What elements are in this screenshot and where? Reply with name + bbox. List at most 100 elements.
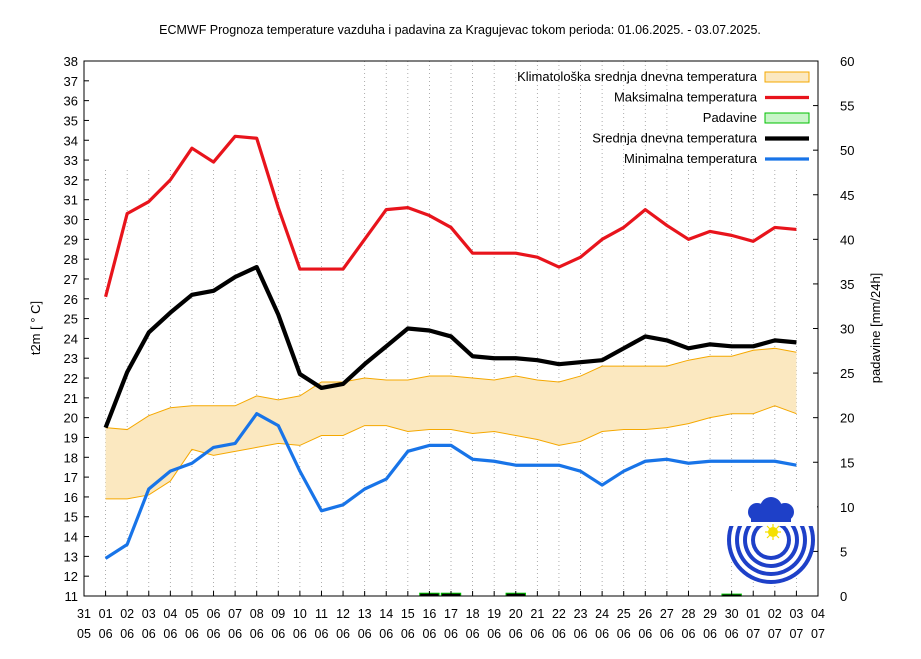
x-tick-day: 27 [660, 607, 674, 621]
y-tick-label: 25 [64, 312, 78, 327]
y-tick-label: 38 [64, 54, 78, 69]
x-tick-month: 06 [595, 627, 609, 641]
y-tick-label: 18 [64, 450, 78, 465]
mean-temp-line [103, 264, 797, 429]
x-tick-month: 06 [315, 627, 329, 641]
climatology-band-fill [105, 348, 797, 499]
x-tick-month: 05 [77, 627, 91, 641]
y-tick-label: 23 [64, 351, 78, 366]
x-tick-day: 18 [466, 607, 480, 621]
x-tick-day: 31 [77, 607, 91, 621]
x-tick-month: 06 [293, 627, 307, 641]
y2-axis-label: padavine [mm/24h] [868, 273, 883, 384]
y-tick-label: 29 [64, 232, 78, 247]
x-tick-day: 02 [768, 607, 782, 621]
x-tick-day: 25 [617, 607, 631, 621]
y-tick-label: 28 [64, 252, 78, 267]
y2-tick-label: 15 [840, 455, 854, 470]
y-tick-label: 17 [64, 470, 78, 485]
y-tick-label: 15 [64, 510, 78, 525]
y-tick-label: 30 [64, 213, 78, 228]
x-tick-month: 06 [509, 627, 523, 641]
y-tick-label: 14 [64, 530, 78, 545]
y-tick-label: 33 [64, 153, 78, 168]
y2-tick-label: 60 [840, 54, 854, 69]
y2-tick-label: 55 [840, 99, 854, 114]
x-tick-day: 30 [725, 607, 739, 621]
x-tick-day: 04 [811, 607, 825, 621]
x-tick-month: 06 [185, 627, 199, 641]
x-tick-day: 03 [789, 607, 803, 621]
y2-tick-label: 10 [840, 500, 854, 515]
y-tick-label: 24 [64, 331, 78, 346]
max-temp-line [104, 134, 797, 298]
chart-title: ECMWF Prognoza temperature vazduha i pad… [159, 23, 761, 37]
right-axis-ticks: 0 5 10 15 20 25 30 35 40 45 50 55 60 [813, 54, 854, 604]
y2-tick-label: 0 [840, 589, 847, 604]
x-tick-day: 06 [207, 607, 221, 621]
x-tick-day: 22 [552, 607, 566, 621]
y-tick-label: 37 [64, 74, 78, 89]
x-tick-day: 28 [682, 607, 696, 621]
x-tick-month: 06 [379, 627, 393, 641]
y-tick-label: 19 [64, 430, 78, 445]
x-tick-month: 06 [99, 627, 113, 641]
y-tick-label: 20 [64, 411, 78, 426]
x-tick-month: 07 [746, 627, 760, 641]
x-tick-month: 06 [250, 627, 264, 641]
x-tick-month: 06 [336, 627, 350, 641]
x-tick-month: 06 [163, 627, 177, 641]
x-tick-month: 06 [466, 627, 480, 641]
x-tick-day: 09 [271, 607, 285, 621]
y2-tick-label: 40 [840, 232, 854, 247]
x-tick-month: 06 [271, 627, 285, 641]
x-tick-day: 10 [293, 607, 307, 621]
x-tick-month: 06 [617, 627, 631, 641]
x-axis-ticks: 31 05 01 06 02 06 03 06 04 06 05 06 06 06 07 06 08 06 09 06… [77, 591, 825, 641]
series-lines [103, 134, 797, 560]
x-tick-day: 26 [638, 607, 652, 621]
x-tick-day: 14 [379, 607, 393, 621]
x-tick-month: 06 [660, 627, 674, 641]
climatology-upper-line [105, 347, 797, 431]
x-tick-month: 06 [207, 627, 221, 641]
climatology-band [105, 347, 797, 500]
x-tick-month: 07 [811, 627, 825, 641]
y-tick-label: 27 [64, 272, 78, 287]
x-tick-month: 06 [552, 627, 566, 641]
y-tick-label: 13 [64, 549, 78, 564]
y-tick-label: 32 [64, 173, 78, 188]
x-tick-month: 06 [358, 627, 372, 641]
x-tick-month: 06 [401, 627, 415, 641]
x-tick-day: 16 [422, 607, 436, 621]
y-tick-label: 26 [64, 292, 78, 307]
rhmz-logo [725, 492, 817, 584]
x-tick-month: 06 [638, 627, 652, 641]
x-tick-day: 15 [401, 607, 415, 621]
y-axis-label: t2m [ ° C] [28, 301, 43, 355]
x-tick-month: 06 [682, 627, 696, 641]
legend-label: Klimatološka srednja dnevna temperatura [517, 69, 758, 84]
y-tick-label: 16 [64, 490, 78, 505]
min-temp-line [104, 412, 797, 560]
x-tick-day: 12 [336, 607, 350, 621]
y-tick-label: 11 [65, 589, 79, 604]
x-tick-month: 06 [142, 627, 156, 641]
y-tick-label: 22 [64, 371, 78, 386]
x-tick-month: 06 [530, 627, 544, 641]
climatology-lower-line [105, 405, 797, 500]
x-tick-day: 02 [120, 607, 134, 621]
y2-tick-label: 25 [840, 366, 854, 381]
y-tick-label: 12 [64, 569, 78, 584]
x-tick-month: 06 [422, 627, 436, 641]
x-tick-day: 11 [315, 607, 328, 621]
y2-tick-label: 20 [840, 411, 854, 426]
x-tick-month: 07 [789, 627, 803, 641]
x-tick-month: 06 [120, 627, 134, 641]
x-tick-day: 07 [228, 607, 242, 621]
legend-swatch [764, 112, 810, 124]
x-tick-month: 06 [725, 627, 739, 641]
x-tick-month: 06 [487, 627, 501, 641]
x-tick-month: 07 [768, 627, 782, 641]
x-tick-month: 06 [703, 627, 717, 641]
